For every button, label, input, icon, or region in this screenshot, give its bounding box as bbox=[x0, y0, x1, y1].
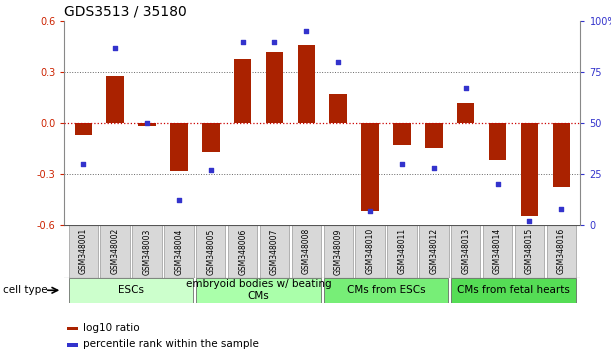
Text: GSM348002: GSM348002 bbox=[111, 228, 120, 274]
Text: GSM348013: GSM348013 bbox=[461, 228, 470, 274]
Bar bbox=[202, 123, 219, 152]
Bar bbox=[266, 52, 284, 123]
Bar bbox=[521, 123, 538, 216]
Bar bbox=[547, 225, 576, 278]
Text: GSM348016: GSM348016 bbox=[557, 228, 566, 274]
Bar bbox=[260, 225, 289, 278]
Point bbox=[238, 39, 247, 45]
Bar bbox=[196, 278, 321, 303]
Point bbox=[142, 120, 152, 126]
Bar bbox=[106, 75, 124, 123]
Bar bbox=[138, 123, 156, 126]
Text: cell type: cell type bbox=[3, 285, 48, 295]
Bar bbox=[329, 94, 347, 123]
Bar bbox=[291, 225, 321, 278]
Bar bbox=[234, 58, 251, 123]
Bar bbox=[75, 123, 92, 135]
Text: CMs from fetal hearts: CMs from fetal hearts bbox=[457, 285, 570, 295]
Bar bbox=[425, 123, 442, 148]
Point bbox=[269, 39, 279, 45]
Text: GSM348014: GSM348014 bbox=[493, 228, 502, 274]
Bar bbox=[393, 123, 411, 145]
Point bbox=[301, 29, 311, 34]
Bar bbox=[324, 278, 448, 303]
Point bbox=[334, 59, 343, 65]
Text: GSM348007: GSM348007 bbox=[270, 228, 279, 275]
Text: log10 ratio: log10 ratio bbox=[82, 322, 139, 333]
Bar bbox=[164, 225, 194, 278]
Bar bbox=[228, 225, 257, 278]
Point bbox=[78, 161, 88, 167]
Text: GSM348012: GSM348012 bbox=[430, 228, 438, 274]
Text: GSM348010: GSM348010 bbox=[365, 228, 375, 274]
Bar bbox=[452, 278, 576, 303]
Point bbox=[206, 167, 216, 173]
Text: CMs from ESCs: CMs from ESCs bbox=[346, 285, 425, 295]
Text: GSM348004: GSM348004 bbox=[174, 228, 183, 275]
Text: GSM348015: GSM348015 bbox=[525, 228, 534, 274]
Bar bbox=[361, 123, 379, 211]
Bar bbox=[489, 123, 507, 160]
Point bbox=[525, 218, 535, 224]
Text: GSM348001: GSM348001 bbox=[79, 228, 88, 274]
Bar bbox=[457, 103, 475, 123]
Text: GSM348008: GSM348008 bbox=[302, 228, 311, 274]
Bar bbox=[196, 225, 225, 278]
Point bbox=[174, 198, 184, 203]
Bar bbox=[69, 278, 193, 303]
Bar bbox=[451, 225, 480, 278]
Bar bbox=[324, 225, 353, 278]
Text: GSM348003: GSM348003 bbox=[142, 228, 152, 275]
Bar bbox=[67, 343, 78, 347]
Text: GSM348006: GSM348006 bbox=[238, 228, 247, 275]
Text: percentile rank within the sample: percentile rank within the sample bbox=[82, 339, 258, 349]
Text: embryoid bodies w/ beating
CMs: embryoid bodies w/ beating CMs bbox=[186, 279, 331, 301]
Point bbox=[492, 181, 502, 187]
Text: ESCs: ESCs bbox=[118, 285, 144, 295]
Point bbox=[397, 161, 407, 167]
Point bbox=[557, 206, 566, 211]
Point bbox=[365, 208, 375, 213]
Point bbox=[429, 165, 439, 171]
Text: GSM348011: GSM348011 bbox=[398, 228, 406, 274]
Bar bbox=[483, 225, 512, 278]
Point bbox=[461, 86, 470, 91]
Bar bbox=[68, 225, 98, 278]
Bar bbox=[133, 225, 162, 278]
Bar bbox=[298, 45, 315, 123]
Text: GSM348005: GSM348005 bbox=[207, 228, 215, 275]
Bar bbox=[67, 327, 78, 330]
Bar bbox=[170, 123, 188, 171]
Bar bbox=[100, 225, 130, 278]
Bar bbox=[356, 225, 385, 278]
Bar bbox=[387, 225, 417, 278]
Text: GDS3513 / 35180: GDS3513 / 35180 bbox=[64, 5, 187, 19]
Bar bbox=[515, 225, 544, 278]
Text: GSM348009: GSM348009 bbox=[334, 228, 343, 275]
Point bbox=[110, 45, 120, 51]
Bar bbox=[419, 225, 448, 278]
Bar bbox=[552, 123, 570, 188]
